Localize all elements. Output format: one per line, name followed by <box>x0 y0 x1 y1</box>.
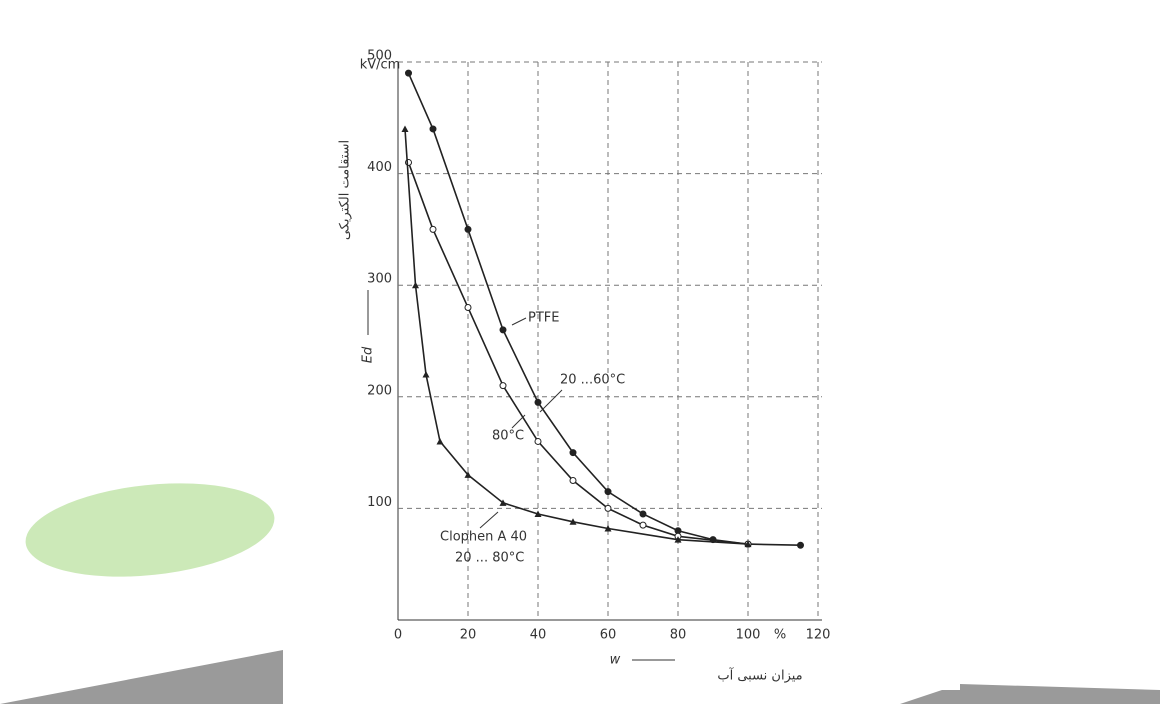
marker <box>639 521 647 529</box>
annotation: 20 ... 80°C <box>455 551 524 566</box>
leaf <box>25 483 275 577</box>
y-tick-label: 500 <box>367 49 392 64</box>
y-unit: kV/cm <box>360 58 401 73</box>
x-tick-label: 0 <box>394 628 402 643</box>
marker <box>436 437 444 445</box>
y-tick-label: 200 <box>367 383 392 398</box>
decor-band <box>900 684 1160 704</box>
annotation: 80°C <box>492 429 524 444</box>
marker <box>422 370 430 378</box>
annotation: PTFE <box>528 311 559 326</box>
x-symbol: w <box>610 653 621 668</box>
marker <box>604 504 612 512</box>
marker <box>674 536 682 543</box>
series-line <box>407 162 749 545</box>
annotation: Clophen A 40 <box>440 530 527 545</box>
marker <box>412 281 419 289</box>
annotation: 20 ...60°C <box>560 373 625 388</box>
marker <box>401 125 409 132</box>
x-tick-label: 100 <box>736 628 761 643</box>
marker <box>569 518 577 525</box>
y-label: استقامت الکتریکی <box>338 140 353 240</box>
marker <box>429 125 437 133</box>
marker <box>639 510 647 518</box>
leader <box>479 511 499 529</box>
marker <box>464 471 472 478</box>
marker <box>569 449 577 457</box>
leader <box>511 317 527 326</box>
leader <box>539 389 563 413</box>
marker <box>499 382 507 390</box>
chart-panel <box>283 0 960 690</box>
x-tick-label: 40 <box>530 628 547 643</box>
y-tick-label: 300 <box>367 272 392 287</box>
decor-band <box>0 650 283 704</box>
marker <box>429 225 437 233</box>
y-tick-label: 400 <box>367 160 392 175</box>
marker <box>604 488 612 496</box>
marker <box>464 225 472 233</box>
marker <box>534 398 542 406</box>
marker <box>744 540 752 548</box>
marker <box>534 437 542 445</box>
x-tick-label: 20 <box>460 628 477 643</box>
marker <box>569 477 577 484</box>
leader <box>511 414 526 429</box>
plot: 100 200 300 400 500 0 20 40 60 80 100 120 <box>367 49 830 643</box>
marker <box>534 510 542 517</box>
y-symbol: Ed <box>361 346 376 363</box>
x-tick-label: 120 <box>806 628 831 643</box>
marker <box>405 69 412 77</box>
marker <box>499 326 507 334</box>
marker <box>604 524 612 532</box>
marker <box>797 541 804 549</box>
marker <box>499 499 507 506</box>
x-unit: % <box>774 628 786 643</box>
x-tick-label: 60 <box>600 628 617 643</box>
x-tick-label: 80 <box>670 628 687 643</box>
x-label: میزان نسبی آب <box>717 667 802 684</box>
y-tick-label: 100 <box>367 495 392 510</box>
marker <box>464 304 472 312</box>
